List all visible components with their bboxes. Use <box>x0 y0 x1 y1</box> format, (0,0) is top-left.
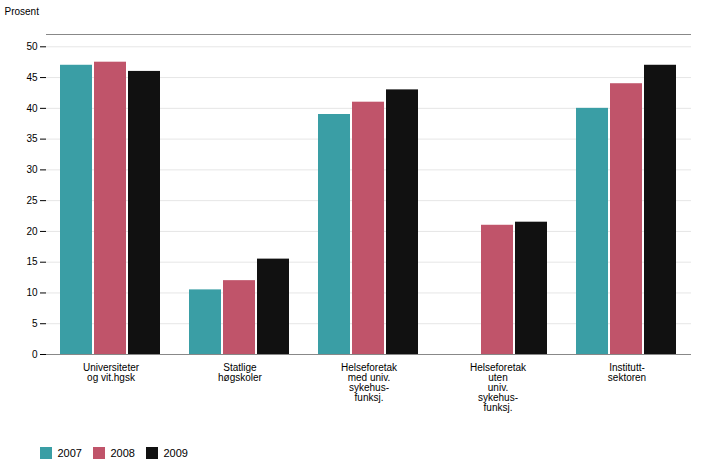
svg-text:15: 15 <box>26 256 38 267</box>
svg-text:20: 20 <box>26 226 38 237</box>
html-text:2008: 2008 <box>110 446 135 459</box>
svg-text:Institutt-sektoren: Institutt-sektoren <box>608 362 646 383</box>
svg-text:30: 30 <box>26 164 38 175</box>
html-text:2007: 2007 <box>57 446 82 459</box>
svg-text:0: 0 <box>32 349 38 360</box>
svg-text:Helseforetakmed univ.sykehus-f: Helseforetakmed univ.sykehus-funksj. <box>341 362 398 403</box>
svg-text:50: 50 <box>26 41 38 52</box>
svg-text:40: 40 <box>26 103 38 114</box>
svg-text:10: 10 <box>26 287 38 298</box>
svg-text:45: 45 <box>26 72 38 83</box>
svg-text:Universiteterog vit.hgsk: Universiteterog vit.hgsk <box>83 362 140 383</box>
svg-text:Helseforetakutenuniv.sykehus-f: Helseforetakutenuniv.sykehus-funksj. <box>470 362 527 413</box>
svg-text:25: 25 <box>26 195 38 206</box>
svg-text:Prosent: Prosent <box>5 6 40 17</box>
svg-text:35: 35 <box>26 133 38 144</box>
svg-text:Statligehøgskoler: Statligehøgskoler <box>218 362 263 383</box>
html-text:2009: 2009 <box>163 446 188 459</box>
svg-text:5: 5 <box>32 318 38 329</box>
